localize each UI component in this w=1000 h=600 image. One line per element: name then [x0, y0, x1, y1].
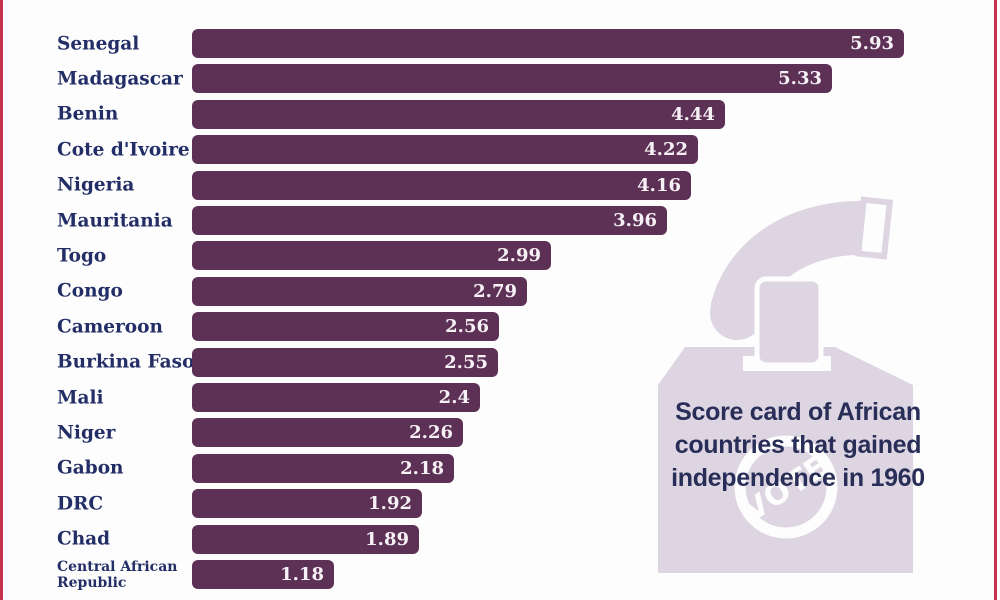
category-label: Cameroon — [57, 316, 163, 338]
bar-row: Congo 2.79 — [0, 276, 1000, 306]
bar-row: Niger 2.26 — [0, 418, 1000, 448]
bar: 4.16 — [192, 170, 691, 200]
chart-title: Score card of African countries that gai… — [642, 396, 954, 495]
bar-row: Cameroon 2.56 — [0, 312, 1000, 342]
category-label: Burkina Faso — [57, 351, 195, 373]
bar: 5.33 — [192, 64, 832, 94]
category-label: Chad — [57, 528, 111, 550]
bar-value-label: 5.33 — [778, 68, 822, 90]
bar-value-label: 1.89 — [365, 528, 409, 550]
bar: 2.79 — [192, 276, 527, 306]
bar: 1.89 — [192, 524, 419, 554]
category-label: Mali — [57, 387, 104, 408]
category-label: Nigeria — [57, 174, 135, 196]
bar-value-label: 2.26 — [409, 422, 453, 444]
bar: 5.93 — [192, 29, 904, 58]
bar: 4.22 — [192, 135, 698, 165]
bar: 2.99 — [192, 241, 551, 271]
bar-row: Senegal 5.93 — [0, 29, 1000, 58]
category-label: Togo — [57, 245, 107, 267]
bar-value-label: 2.99 — [497, 245, 541, 267]
bar: 2.18 — [192, 453, 454, 483]
bar: 2.26 — [192, 418, 463, 448]
ballot-box-icon: VOTE — [658, 196, 913, 573]
bar-value-label: 4.44 — [671, 103, 715, 125]
category-label: Benin — [57, 103, 119, 125]
bar-value-label: 1.92 — [368, 493, 412, 515]
bar-value-label: 2.79 — [473, 280, 517, 302]
bar-row: Mauritania 3.96 — [0, 206, 1000, 235]
bar-value-label: 4.16 — [637, 174, 681, 196]
category-label: Gabon — [57, 457, 124, 479]
chart-title-line: independence in 1960 — [671, 464, 925, 492]
bar: 1.18 — [192, 560, 334, 589]
bar-row: Madagascar 5.33 — [0, 64, 1000, 94]
bar-row: Benin 4.44 — [0, 99, 1000, 129]
left-border-line — [0, 0, 3, 600]
bar-row: Chad 1.89 — [0, 524, 1000, 554]
bar-row: Togo 2.99 — [0, 241, 1000, 271]
bar-value-label: 5.93 — [850, 33, 894, 54]
bar-row: DRC 1.92 — [0, 489, 1000, 519]
bar-row: Cote d'Ivoire 4.22 — [0, 135, 1000, 165]
category-label: Niger — [57, 422, 116, 444]
category-label: Senegal — [57, 33, 140, 54]
chart-title-line: Score card of African — [675, 398, 921, 426]
bar: 2.4 — [192, 383, 480, 412]
chart-title-line: countries that gained — [674, 431, 922, 459]
bar-row: Burkina Faso 2.55 — [0, 347, 1000, 377]
bar-value-label: 2.4 — [438, 387, 470, 408]
category-label: Mauritania — [57, 210, 173, 231]
bar: 2.55 — [192, 347, 498, 377]
bar-row: Mali 2.4 — [0, 383, 1000, 412]
bar: 3.96 — [192, 206, 667, 235]
bar-row: Central African Republic 1.18 — [0, 558, 1000, 591]
bar: 4.44 — [192, 99, 725, 129]
right-border-line — [994, 0, 997, 600]
bar-value-label: 4.22 — [644, 139, 688, 161]
bar-value-label: 2.56 — [445, 316, 489, 338]
category-label: Congo — [57, 280, 123, 302]
category-label: Central African Republic — [57, 558, 178, 591]
bar-value-label: 3.96 — [613, 210, 657, 231]
bar: 1.92 — [192, 489, 422, 519]
bar-row: Gabon 2.18 — [0, 453, 1000, 483]
bar-value-label: 2.55 — [444, 351, 488, 373]
category-label: Madagascar — [57, 68, 183, 90]
bar-value-label: 1.18 — [280, 564, 324, 585]
category-label: DRC — [57, 493, 104, 515]
category-label: Cote d'Ivoire — [57, 139, 190, 161]
bar-value-label: 2.18 — [400, 457, 444, 479]
bar-row: Nigeria 4.16 — [0, 170, 1000, 200]
bar: 2.56 — [192, 312, 499, 342]
